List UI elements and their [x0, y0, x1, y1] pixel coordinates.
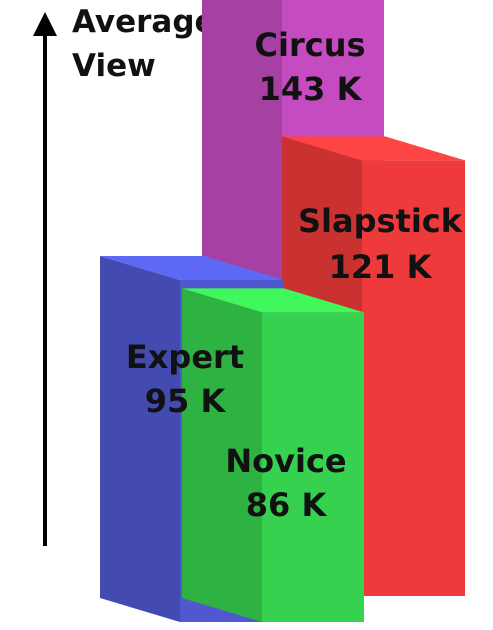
bar-novice — [182, 288, 364, 622]
bar-expert-side — [100, 256, 180, 622]
value-label-expert: 95 K — [145, 382, 227, 420]
bar-novice-top — [182, 288, 364, 313]
value-label-slapstick: 121 K — [329, 248, 433, 286]
bar-expert-top — [100, 256, 284, 280]
bar-slapstick-front — [362, 160, 465, 596]
bar-novice-front — [262, 312, 364, 622]
bar-novice-side — [182, 288, 262, 622]
category-label-novice: Novice — [225, 442, 346, 480]
y-axis: Average View — [33, 4, 216, 546]
y-axis-label-line1: Average — [72, 4, 216, 40]
category-label-expert: Expert — [126, 338, 244, 376]
bars-group — [100, 0, 465, 622]
value-label-circus: 143 K — [259, 70, 363, 108]
bar-slapstick-top — [282, 136, 465, 161]
category-label-slapstick: Slapstick — [298, 202, 463, 240]
labels-group: Circus 143 K Slapstick 121 K Expert 95 K Novic… — [126, 26, 463, 524]
y-axis-label-line2: View — [72, 48, 156, 84]
y-axis-arrowhead — [33, 12, 57, 36]
category-label-circus: Circus — [254, 26, 365, 64]
value-label-novice: 86 K — [246, 486, 328, 524]
